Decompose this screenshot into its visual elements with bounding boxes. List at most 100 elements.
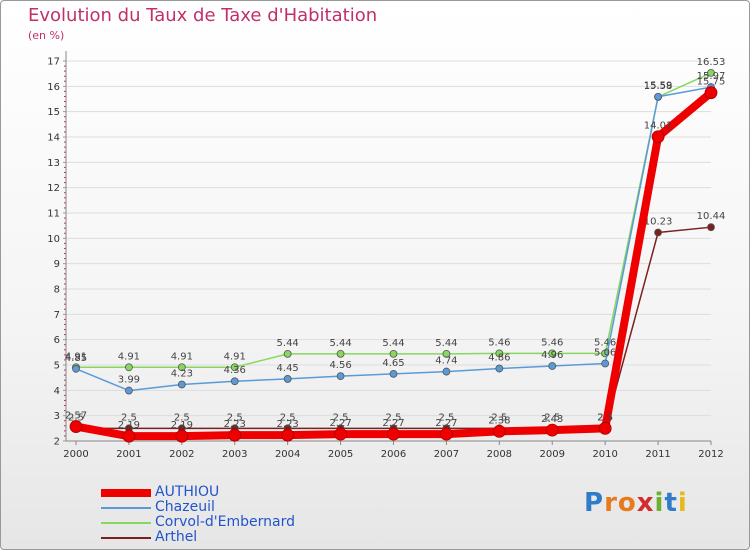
data-label: 2.19 (171, 420, 193, 431)
data-point (125, 363, 133, 372)
data-label: 2.5 (333, 412, 349, 423)
y-tick-label: 3 (54, 411, 60, 422)
data-point (177, 363, 186, 372)
data-point (177, 380, 186, 389)
data-point (175, 429, 189, 443)
data-label: 2.23 (277, 419, 299, 430)
data-label: 3.99 (118, 375, 140, 386)
legend-label-chazeuil: Chazeuil (155, 499, 215, 515)
x-tick-label: 2007 (434, 449, 459, 460)
data-label: 2.43 (541, 414, 563, 425)
data-label: 10.44 (697, 211, 726, 222)
x-tick-label: 2003 (222, 449, 247, 460)
data-point (387, 427, 400, 441)
data-point (707, 69, 715, 77)
legend-swatch-corvol (101, 521, 151, 524)
data-label: 4.23 (171, 369, 193, 380)
y-tick-label: 12 (47, 183, 60, 194)
data-label: 2.38 (488, 415, 510, 426)
data-label: 2.5 (227, 412, 243, 423)
y-tick-label: 4 (54, 386, 60, 397)
legend-item-corvol: Corvol-d'Embernard (101, 515, 295, 530)
legend-swatch-arthel (101, 536, 151, 539)
data-label: 4.36 (224, 365, 246, 376)
y-tick-label: 14 (47, 133, 60, 144)
chart-legend: AUTHIOU Chazeuil Corvol-d'Embernard Arth… (101, 485, 295, 545)
legend-label-corvol: Corvol-d'Embernard (155, 514, 295, 530)
proxiti-logo: Proxiti (584, 488, 688, 518)
data-label: 5.44 (277, 338, 299, 349)
y-tick-label: 13 (47, 158, 60, 169)
y-axis-unit-label: (en %) (28, 29, 65, 42)
x-tick-label: 2008 (487, 449, 512, 460)
data-point (72, 364, 80, 373)
y-tick-label: 2 (54, 437, 60, 448)
data-label: 2.5 (438, 412, 454, 423)
data-point (707, 223, 715, 232)
data-point (125, 386, 133, 395)
data-label: 10.23 (644, 217, 673, 228)
x-tick-label: 2001 (116, 449, 141, 460)
data-label: 2.23 (224, 419, 246, 430)
x-tick-label: 2005 (328, 449, 353, 460)
logo-letter: t (664, 488, 678, 518)
data-label: 4.86 (488, 353, 510, 364)
y-tick-label: 5 (54, 361, 60, 372)
data-point (281, 428, 295, 442)
data-point (548, 349, 557, 358)
legend-label-arthel: Arthel (155, 529, 198, 545)
data-label: 4.91 (224, 351, 246, 362)
logo-letter: r (604, 488, 618, 518)
data-label: 4.74 (435, 356, 457, 367)
series-line-arthel (76, 226, 712, 430)
data-point (495, 349, 504, 358)
data-label: 2.27 (329, 418, 351, 429)
data-point (230, 377, 239, 386)
x-tick-label: 2010 (592, 449, 617, 460)
y-tick-label: 15 (47, 107, 60, 118)
data-point (442, 349, 451, 358)
data-label: 5.46 (594, 337, 616, 348)
legend-item-authiou: AUTHIOU (101, 485, 295, 500)
data-label: 5.44 (382, 338, 404, 349)
data-point (601, 359, 610, 368)
logo-letter: i (654, 488, 665, 518)
data-point (442, 367, 451, 376)
x-tick-label: 2006 (381, 449, 406, 460)
data-point (336, 372, 345, 381)
data-point (654, 92, 662, 101)
logo-letter: x (636, 488, 655, 518)
data-point (228, 428, 242, 442)
data-point (283, 375, 292, 383)
y-tick-label: 9 (54, 259, 60, 270)
data-label: 2.5 (121, 412, 137, 423)
legend-item-chazeuil: Chazeuil (101, 500, 295, 515)
data-label: 4.91 (171, 351, 193, 362)
data-label: 2.19 (118, 420, 140, 431)
data-point (654, 228, 662, 237)
legend-label-authiou: AUTHIOU (155, 484, 220, 500)
x-tick-label: 2004 (275, 449, 300, 460)
data-label: 2.5 (544, 412, 560, 423)
x-tick-label: 2000 (63, 449, 88, 460)
data-label: 5.46 (541, 337, 563, 348)
data-label: 5.06 (594, 347, 616, 358)
data-label: 15.59 (644, 81, 673, 92)
data-point (545, 423, 559, 437)
legend-swatch-authiou (101, 488, 151, 497)
data-point (122, 429, 136, 443)
data-label: 2.5 (68, 412, 84, 423)
data-label: 5.44 (435, 338, 457, 349)
logo-letter: i (677, 488, 688, 518)
y-tick-label: 7 (54, 310, 60, 321)
data-point (334, 427, 347, 441)
data-label: 15.97 (697, 71, 726, 82)
data-label: 15.58 (644, 81, 673, 92)
x-tick-label: 2012 (698, 449, 723, 460)
chart-title: Evolution du Taux de Taxe d'Habitation (28, 5, 378, 26)
logo-letter: P (584, 488, 605, 518)
y-tick-label: 16 (47, 82, 60, 93)
legend-swatch-chazeuil (101, 506, 151, 509)
data-point (336, 349, 345, 358)
